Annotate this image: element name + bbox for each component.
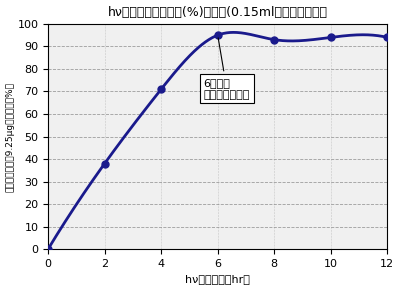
X-axis label: hν照射時間（hr）: hν照射時間（hr）: [185, 274, 250, 284]
Title: hν照射時間と分解率(%)の関係(0.15mlケモクリーン）: hν照射時間と分解率(%)の関係(0.15mlケモクリーン）: [108, 6, 328, 19]
Text: 6時間が
最短最大分解点: 6時間が 最短最大分解点: [204, 38, 250, 99]
Y-axis label: メチレンブルー9.25μgの分解率（%）: メチレンブルー9.25μgの分解率（%）: [6, 81, 14, 191]
